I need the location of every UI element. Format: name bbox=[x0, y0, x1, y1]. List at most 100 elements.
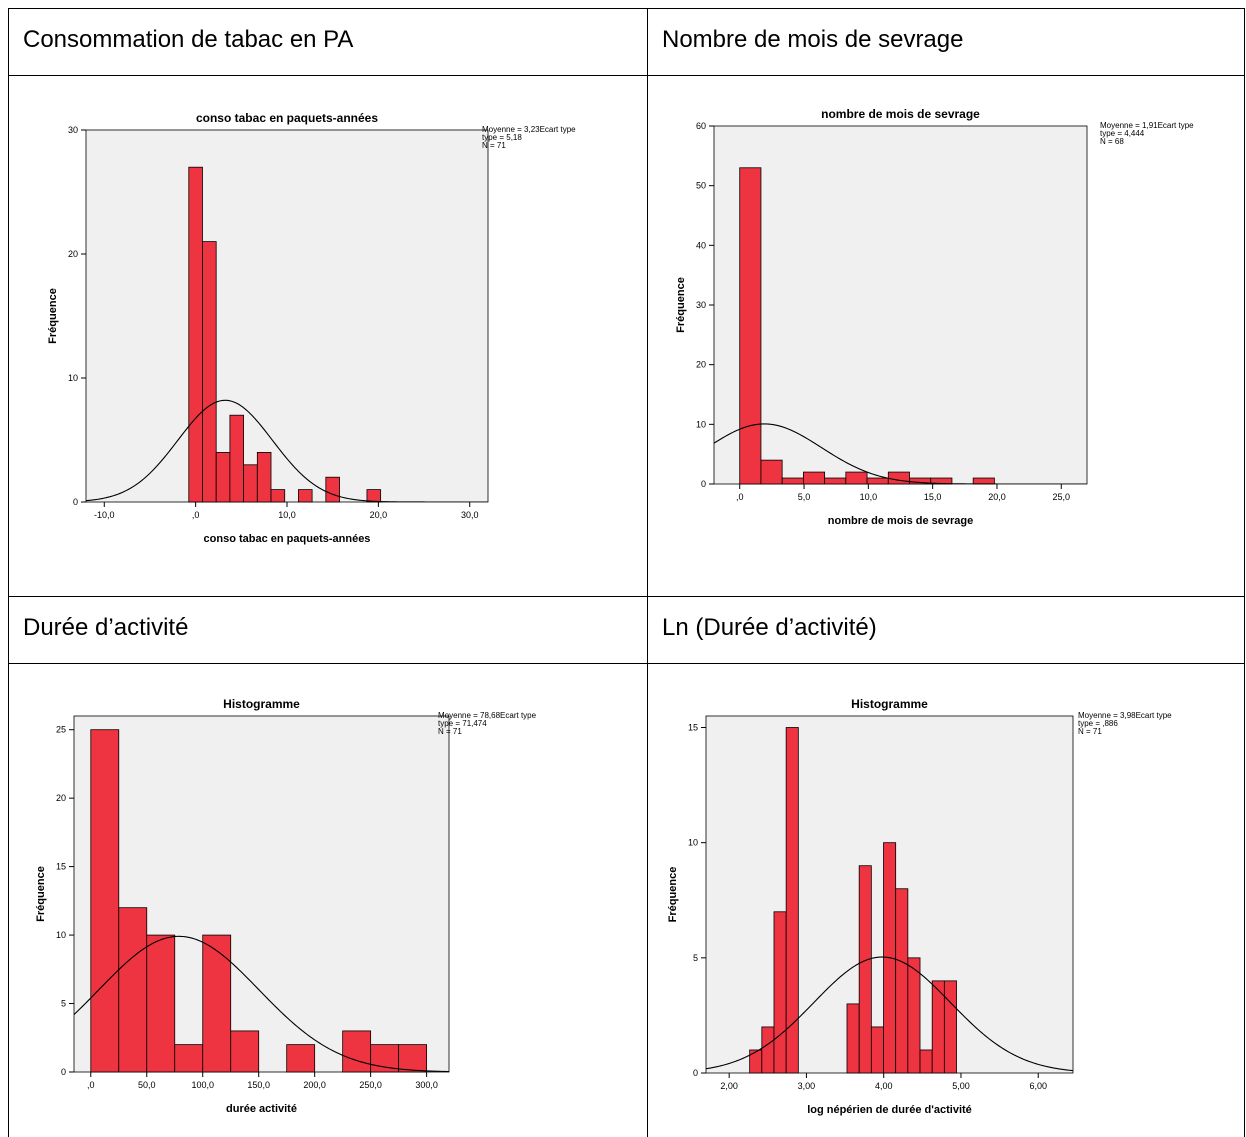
histogram-bar bbox=[895, 888, 909, 1074]
histogram-bar bbox=[749, 1049, 763, 1074]
x-tick-label: 20,0 bbox=[988, 492, 1006, 502]
histogram-bar bbox=[824, 477, 847, 485]
table-column-divider bbox=[647, 8, 648, 1137]
cell-header: Ln (Durée d’activité) bbox=[662, 614, 877, 641]
stats-label: Moyenne = 3,98Ecart type bbox=[1078, 711, 1172, 720]
normal-curve bbox=[714, 423, 1087, 484]
histogram-bar bbox=[243, 464, 258, 503]
histogram-bar bbox=[256, 451, 272, 503]
plot-area bbox=[85, 129, 489, 503]
x-tick-label: 10,0 bbox=[860, 492, 878, 502]
normal-curve bbox=[74, 935, 449, 1072]
histogram-bar bbox=[802, 471, 826, 485]
histogram-ln-duree-activite: Histogramme 0 5 10 15 2,00 3,00 4,00 5,00 6,00 log… bbox=[667, 697, 1172, 1116]
histogram-bar bbox=[230, 1030, 260, 1073]
y-tick-label: 25 bbox=[56, 725, 66, 735]
x-tick-label: ,0 bbox=[736, 492, 744, 502]
histogram-bar bbox=[858, 865, 872, 1074]
y-tick-label: 20 bbox=[56, 793, 66, 803]
stats-label: Moyenne = 3,23Ecart type bbox=[482, 125, 576, 134]
histogram-bar bbox=[846, 1003, 860, 1074]
x-tick-label: 25,0 bbox=[1053, 492, 1071, 502]
table-row-divider bbox=[8, 596, 1244, 597]
histogram-bar bbox=[943, 980, 957, 1074]
y-tick-label: 50 bbox=[696, 181, 706, 191]
histogram-bar bbox=[270, 489, 286, 503]
chart-title: Histogramme bbox=[223, 697, 300, 711]
histogram-bar bbox=[870, 1026, 884, 1074]
y-tick-label: 0 bbox=[61, 1067, 66, 1077]
cell-header: Consommation de tabac en PA bbox=[23, 26, 354, 53]
y-axis-label: Fréquence bbox=[47, 288, 59, 344]
stats-label: N = 71 bbox=[438, 727, 462, 736]
y-tick-label: 10 bbox=[56, 930, 66, 940]
histogram-bar bbox=[972, 477, 995, 485]
stats-label: Moyenne = 1,91Ecart type bbox=[1100, 121, 1194, 130]
y-tick-label: 5 bbox=[61, 999, 66, 1009]
histogram-conso-tabac: conso tabac en paquets-années 0 10 20 30 -10,… bbox=[47, 111, 576, 545]
y-tick-label: 15 bbox=[56, 862, 66, 872]
x-tick-label: 5,0 bbox=[798, 492, 811, 502]
y-tick-label: 0 bbox=[693, 1068, 698, 1078]
x-axis-label: conso tabac en paquets-années bbox=[204, 533, 371, 545]
stats-label: type = 71,474 bbox=[438, 719, 487, 728]
histogram-bar bbox=[887, 471, 910, 485]
y-tick-label: 0 bbox=[73, 497, 78, 507]
table-row-divider bbox=[8, 75, 1244, 76]
x-tick-label: 200,0 bbox=[303, 1080, 326, 1090]
y-tick-label: 60 bbox=[696, 121, 706, 131]
chart-title: conso tabac en paquets-années bbox=[196, 111, 378, 125]
histogram-bar bbox=[90, 729, 120, 1073]
table-border-top bbox=[8, 8, 1244, 9]
y-tick-label: 30 bbox=[696, 300, 706, 310]
table-row-divider bbox=[8, 663, 1244, 664]
y-tick-label: 10 bbox=[68, 373, 78, 383]
histogram-bar bbox=[739, 167, 762, 485]
y-tick-label: 15 bbox=[688, 723, 698, 733]
histogram-bar bbox=[760, 459, 783, 485]
x-tick-label: 20,0 bbox=[370, 510, 388, 520]
histogram-bar bbox=[907, 957, 921, 1074]
stats-label: N = 68 bbox=[1100, 137, 1124, 146]
y-tick-label: 20 bbox=[68, 249, 78, 259]
stats-label: type = 4,444 bbox=[1100, 129, 1145, 138]
histogram-bar bbox=[785, 727, 799, 1074]
y-tick-label: 5 bbox=[693, 953, 698, 963]
histogram-bar bbox=[215, 451, 231, 503]
y-tick-label: 0 bbox=[701, 479, 706, 489]
x-tick-label: 3,00 bbox=[798, 1081, 816, 1091]
normal-curve bbox=[86, 399, 488, 502]
y-tick-label: 30 bbox=[68, 125, 78, 135]
cell-header: Nombre de mois de sevrage bbox=[662, 26, 964, 53]
x-axis-label: durée activité bbox=[226, 1103, 297, 1115]
table-border-right bbox=[1244, 8, 1245, 1137]
histogram-bar bbox=[174, 1044, 204, 1073]
histogram-bar bbox=[866, 477, 889, 485]
x-tick-label: 150,0 bbox=[247, 1080, 270, 1090]
x-tick-label: 4,00 bbox=[875, 1081, 893, 1091]
x-tick-label: 5,00 bbox=[952, 1081, 970, 1091]
histogram-bar bbox=[342, 1030, 372, 1073]
stats-label: type = 5,18 bbox=[482, 133, 522, 142]
histogram-bar bbox=[146, 934, 176, 1073]
x-axis-label: nombre de mois de sevrage bbox=[828, 515, 974, 527]
histogram-bar bbox=[325, 476, 340, 503]
y-axis-label: Fréquence bbox=[675, 277, 687, 333]
y-tick-label: 10 bbox=[688, 838, 698, 848]
histogram-bar bbox=[366, 489, 382, 503]
histogram-bar bbox=[118, 907, 148, 1073]
stats-label: type = ,886 bbox=[1078, 719, 1118, 728]
y-tick-label: 40 bbox=[696, 240, 706, 250]
y-axis-label: Fréquence bbox=[35, 866, 47, 922]
histogram-bar bbox=[773, 911, 787, 1074]
normal-curve bbox=[706, 956, 1073, 1072]
x-tick-label: ,0 bbox=[192, 510, 200, 520]
cell-header: Durée d’activité bbox=[23, 614, 189, 641]
histogram-bar bbox=[845, 471, 868, 485]
y-tick-label: 20 bbox=[696, 360, 706, 370]
y-axis-label: Fréquence bbox=[667, 867, 679, 923]
x-tick-label: 50,0 bbox=[138, 1080, 156, 1090]
histogram-duree-activite: Histogramme 0 5 10 15 20 25 ,0 50,0 100,0 150,0 200… bbox=[35, 697, 537, 1115]
x-tick-label: 30,0 bbox=[461, 510, 479, 520]
histogram-bar bbox=[761, 1026, 775, 1074]
